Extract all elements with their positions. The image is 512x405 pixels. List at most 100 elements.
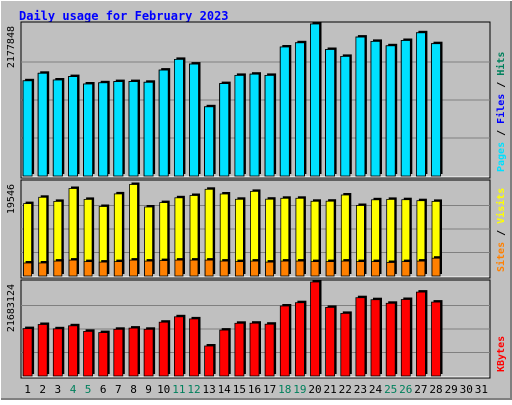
bar-pages-day-1-face (22, 80, 33, 177)
x-tick-label: 17 (263, 383, 276, 396)
bar-sites-day-22-face (340, 260, 350, 277)
bar-pages-day-28-face (431, 43, 441, 177)
legend-entry: Hits (495, 52, 507, 76)
bar-pages-day-11 (173, 57, 186, 177)
bar-sites-day-15-face (234, 261, 244, 277)
bar-kbytes-day-11-face (173, 316, 184, 377)
bar-sites-day-13 (204, 258, 216, 277)
bar-sites-day-25-face (386, 262, 396, 277)
bar-kbytes-day-21 (325, 305, 337, 377)
bar-sites-day-6 (98, 260, 110, 277)
bar-pages-day-5 (83, 82, 95, 177)
bar-sites-day-24 (371, 259, 382, 277)
bar-pages-day-3-face (52, 79, 63, 177)
x-tick-label: 12 (187, 383, 200, 396)
bar-pages-day-22-face (340, 56, 351, 177)
bar-kbytes-day-10-face (158, 321, 169, 377)
bar-sites-day-10-face (159, 260, 169, 277)
legend-entry: Sites (495, 242, 507, 272)
bar-sites-day-23-face (355, 261, 365, 277)
panel-kbytes: 21683124 KBytes (6, 279, 507, 379)
bar-sites-day-5 (83, 259, 95, 277)
bar-kbytes-day-6-face (98, 332, 109, 377)
series-legend-label: Sites / Visits (495, 188, 507, 272)
bar-sites-day-2 (38, 261, 49, 277)
bar-kbytes-day-7 (113, 327, 125, 377)
bar-sites-day-11 (174, 258, 185, 277)
bar-sites-day-21-face (325, 261, 335, 277)
bar-kbytes-day-16 (249, 321, 261, 377)
bar-sites-day-1-face (23, 262, 33, 277)
bar-pages-day-19-face (294, 42, 305, 177)
bar-kbytes-day-27-face (415, 291, 426, 377)
bar-pages-day-16-face (249, 73, 260, 177)
bar-kbytes-day-8-face (128, 327, 139, 377)
bar-pages-day-20 (310, 22, 322, 177)
legend-entry: / (496, 76, 507, 94)
bar-pages-day-13-face (204, 106, 215, 177)
x-tick-label: 16 (248, 383, 261, 396)
bar-pages-day-9 (143, 80, 156, 177)
x-tick-label: 8 (130, 383, 137, 396)
bar-kbytes-day-27 (415, 290, 428, 377)
bar-kbytes-day-17 (264, 322, 277, 377)
panel-pages-files-hits: 2177848 Pages / Files / Hits (6, 21, 507, 179)
bar-kbytes-day-12-face (189, 318, 199, 377)
max-value-label: 21683124 (6, 284, 17, 332)
bar-sites-day-7-face (113, 261, 123, 277)
x-tick-label: 21 (323, 383, 336, 396)
bar-sites-day-17 (265, 260, 276, 277)
bar-sites-day-18-face (280, 260, 290, 277)
bar-kbytes-day-15-face (234, 322, 245, 377)
bar-kbytes-day-22-face (340, 312, 351, 377)
x-tick-label: 15 (233, 383, 246, 396)
bar-sites-day-5-face (83, 261, 93, 277)
bar-kbytes-day-20 (310, 280, 322, 377)
bar-pages-day-22 (340, 54, 352, 177)
bar-sites-day-8-face (129, 259, 138, 277)
bar-pages-day-7-face (113, 81, 124, 177)
bar-sites-day-8 (129, 258, 140, 277)
bar-kbytes-day-23 (355, 295, 367, 377)
bar-sites-day-12-face (189, 259, 199, 277)
chart-title: Daily usage for February 2023 (19, 9, 229, 23)
bar-kbytes-day-18 (279, 304, 292, 377)
x-axis-labels: 1 2 3 4 5 6 7 8 9 10 11 12 13 14 15 16 17 18 19 20 21 22 23 24 2… (24, 383, 488, 396)
bar-kbytes-day-4 (68, 323, 80, 377)
bar-kbytes-day-26 (400, 297, 413, 377)
x-tick-label: 6 (100, 383, 107, 396)
bar-sites-day-19 (295, 259, 306, 277)
max-value-label: 2177848 (6, 26, 17, 68)
bar-kbytes-day-8 (128, 326, 140, 377)
bar-kbytes-day-24 (370, 297, 382, 377)
bar-pages-day-23 (355, 35, 367, 177)
bar-sites-day-7 (113, 259, 125, 277)
bar-sites-day-22 (340, 259, 352, 277)
bar-pages-day-24 (370, 39, 382, 177)
bar-sites-day-9-face (144, 260, 154, 277)
bar-pages-day-27-face (415, 32, 426, 177)
bar-kbytes-day-12 (189, 316, 201, 377)
bar-pages-day-13 (204, 104, 216, 177)
bar-sites-day-24-face (371, 261, 380, 277)
bar-kbytes-day-3 (52, 326, 65, 377)
bar-pages-day-8 (128, 79, 140, 177)
legend-entry: KBytes (496, 336, 507, 372)
bar-sites-day-27 (416, 259, 427, 277)
bar-kbytes-day-13 (204, 344, 216, 377)
x-tick-label: 26 (399, 383, 412, 396)
bar-sites-day-1 (23, 261, 34, 277)
bar-sites-day-11-face (174, 259, 184, 277)
bar-sites-day-17-face (265, 261, 275, 277)
bar-sites-day-21 (325, 259, 337, 277)
bar-sites-day-28 (431, 256, 442, 277)
bar-pages-day-4-face (68, 76, 78, 177)
bar-kbytes-day-4-face (68, 325, 78, 377)
x-tick-label: 7 (115, 383, 122, 396)
bar-sites-day-15 (234, 259, 246, 277)
bar-sites-day-12 (189, 258, 200, 277)
bar-kbytes-day-19 (294, 300, 307, 377)
bar-kbytes-day-1-face (22, 328, 33, 377)
x-tick-label: 27 (414, 383, 427, 396)
bar-pages-day-5-face (83, 83, 93, 177)
